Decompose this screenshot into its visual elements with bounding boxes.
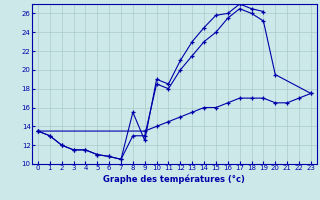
X-axis label: Graphe des températures (°c): Graphe des températures (°c)	[103, 174, 245, 184]
